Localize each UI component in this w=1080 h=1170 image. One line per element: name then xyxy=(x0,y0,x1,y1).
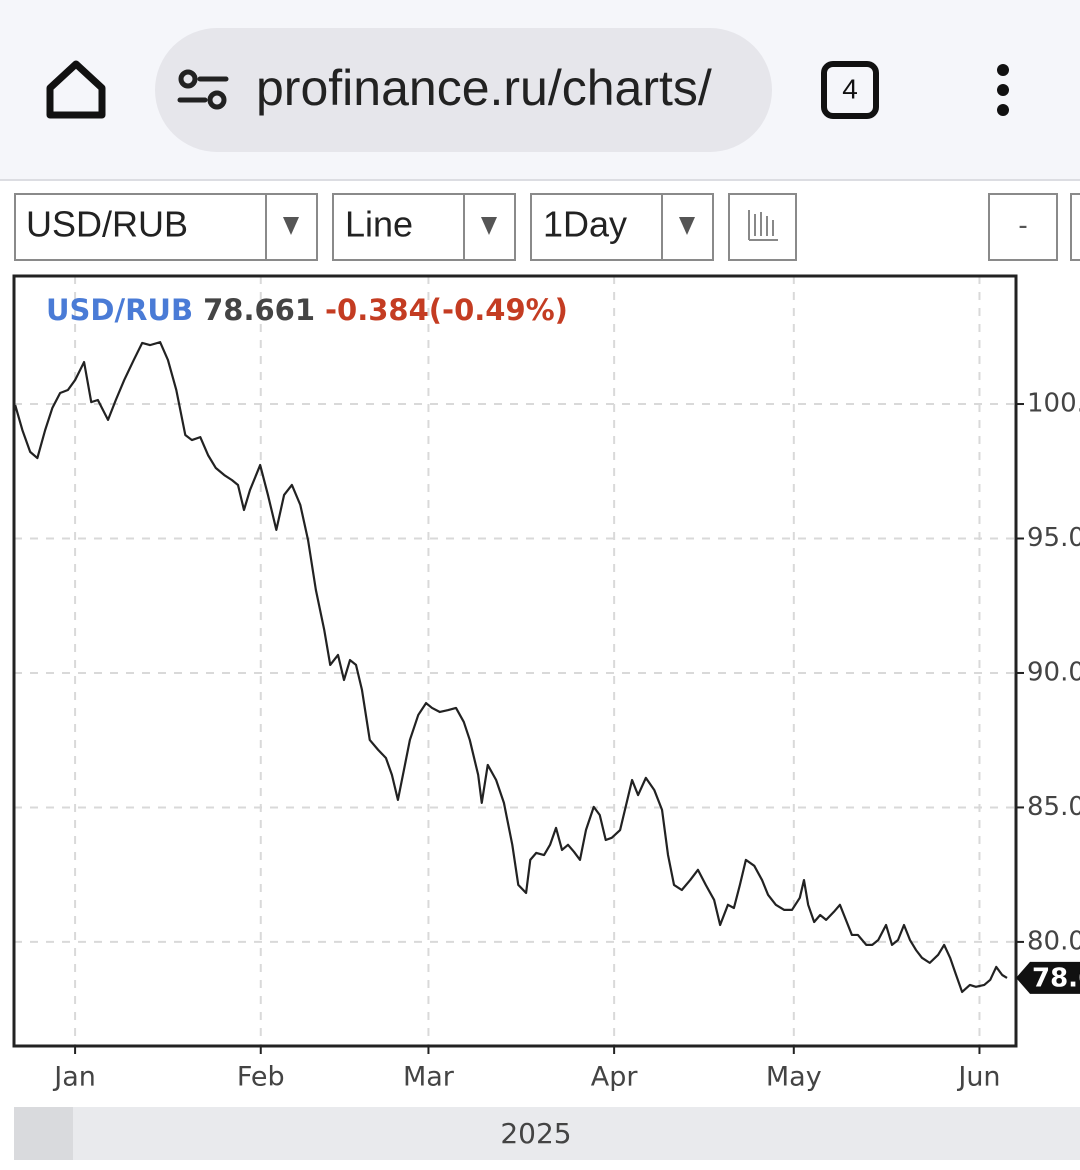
x-tick-label: Jun xyxy=(956,1062,1000,1093)
last-price-label: 78.661 xyxy=(1032,963,1080,993)
plot-border xyxy=(12,274,1018,1048)
symbol-label: USD/RUB xyxy=(26,204,188,245)
style-select[interactable] xyxy=(332,193,516,261)
period-bar xyxy=(14,1107,1080,1160)
plot-area xyxy=(14,276,1016,1046)
symbol-select[interactable] xyxy=(14,193,318,261)
interval-label: 1Day xyxy=(543,204,627,245)
interval-select[interactable] xyxy=(530,193,714,261)
menu-button[interactable] xyxy=(997,64,1009,116)
tab-count: 4 xyxy=(842,73,858,104)
x-tick-label: May xyxy=(766,1062,822,1093)
home-button[interactable] xyxy=(46,60,106,119)
grid xyxy=(14,276,1024,1054)
zoom-in-button[interactable] xyxy=(1070,193,1080,261)
x-tick-label: Feb xyxy=(237,1062,285,1093)
x-tick-label: Apr xyxy=(591,1062,639,1093)
site-settings-icon[interactable] xyxy=(177,69,229,110)
legend: USD/RUB 78.661 -0.384(-0.49%) xyxy=(46,293,568,327)
zoom-out-label: - xyxy=(1018,209,1027,240)
period-handle[interactable] xyxy=(14,1107,73,1160)
legend-value: 78.661 xyxy=(203,293,315,327)
style-label: Line xyxy=(345,204,413,245)
x-tick-label: Jan xyxy=(52,1062,96,1093)
tab-switcher[interactable] xyxy=(821,61,879,119)
legend-symbol: USD/RUB xyxy=(46,293,193,327)
address-bar[interactable] xyxy=(155,28,772,152)
y-tick-label: 100.0 xyxy=(1027,389,1080,419)
x-period-label: 2025 xyxy=(500,1117,571,1150)
y-tick-label: 85.0 xyxy=(1027,792,1080,822)
y-tick-label: 80.0 xyxy=(1027,926,1080,956)
last-price-marker xyxy=(1016,961,1080,994)
y-tick-label: 90.0 xyxy=(1027,657,1080,687)
url[interactable]: profinance.ru/charts/ xyxy=(256,60,712,116)
price-line xyxy=(14,341,1008,994)
indicator-button[interactable] xyxy=(728,193,797,261)
marks xyxy=(14,341,1008,994)
legend-change: -0.384(-0.49%) xyxy=(325,293,568,327)
y-tick-label: 95.0 xyxy=(1027,523,1080,553)
x-tick-label: Mar xyxy=(403,1062,455,1093)
zoom-out-button[interactable] xyxy=(988,193,1058,261)
